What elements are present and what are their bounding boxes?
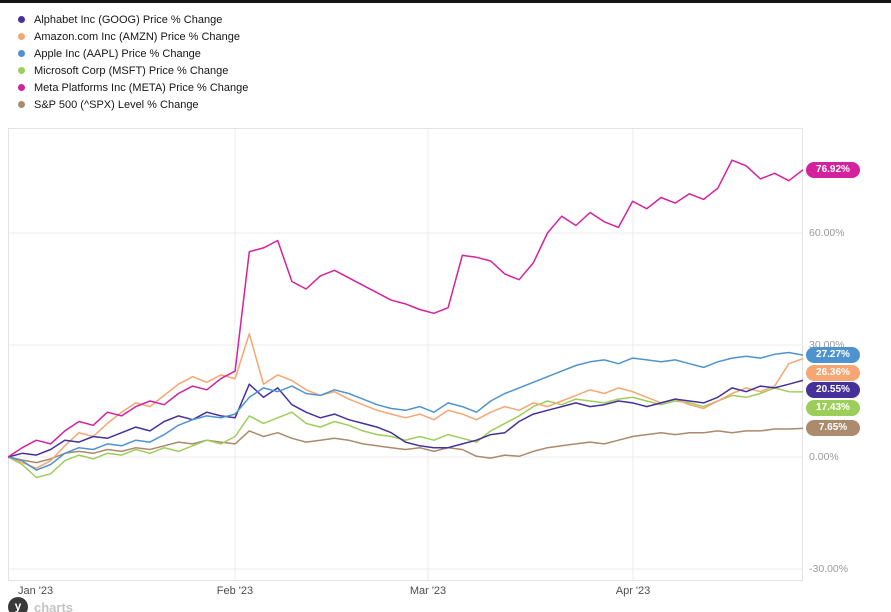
series-color-dot-icon [18,50,25,57]
legend-item-label: Meta Platforms Inc (META) Price % Change [34,81,249,94]
ycharts-logo-icon: y [8,597,28,612]
series-end-badge-amzn: 26.36% [806,364,860,381]
legend-item-spx[interactable]: S&P 500 (^SPX) Level % Change [18,96,248,113]
x-axis-tick-label: Feb '23 [216,585,254,597]
top-window-edge [0,0,891,3]
series-line-goog [8,379,803,458]
series-line-meta [8,159,803,458]
y-axis-tick-label: 0.00% [809,451,839,463]
legend-item-meta[interactable]: Meta Platforms Inc (META) Price % Change [18,79,248,96]
legend-item-label: Microsoft Corp (MSFT) Price % Change [34,64,229,77]
series-line-msft [8,387,803,479]
series-color-dot-icon [18,67,25,74]
chart-plot-area[interactable] [8,128,803,581]
legend-item-aapl[interactable]: Apple Inc (AAPL) Price % Change [18,45,248,62]
plot-border [8,128,803,581]
series-color-dot-icon [18,33,25,40]
legend-item-label: Apple Inc (AAPL) Price % Change [34,47,201,60]
legend-item-msft[interactable]: Microsoft Corp (MSFT) Price % Change [18,62,248,79]
legend-item-label: Alphabet Inc (GOOG) Price % Change [34,13,223,26]
y-axis-tick-label: 60.00% [809,227,845,239]
legend-item-label: S&P 500 (^SPX) Level % Change [34,98,199,111]
legend-item-goog[interactable]: Alphabet Inc (GOOG) Price % Change [18,11,248,28]
series-line-spx [8,427,803,464]
series-color-dot-icon [18,16,25,23]
series-end-badge-goog: 20.55% [806,382,860,399]
ycharts-wordmark: charts [34,600,74,612]
series-color-dot-icon [18,84,25,91]
series-color-dot-icon [18,101,25,108]
legend-item-amzn[interactable]: Amazon.com Inc (AMZN) Price % Change [18,28,248,45]
x-axis-tick-label: Jan '23 [18,585,54,597]
x-axis-tick-label: Apr '23 [615,585,651,597]
series-line-aapl [8,351,803,471]
series-end-badge-aapl: 27.27% [806,347,860,364]
series-end-badge-msft: 17.43% [806,399,860,416]
series-end-badge-spx: 7.65% [806,420,860,437]
y-axis-tick-label: -30.00% [809,563,849,575]
chart-legend: Alphabet Inc (GOOG) Price % Change Amazon… [18,11,248,113]
x-axis-tick-label: Mar '23 [409,585,447,597]
series-end-badge-meta: 76.92% [806,161,860,178]
legend-item-label: Amazon.com Inc (AMZN) Price % Change [34,30,241,43]
